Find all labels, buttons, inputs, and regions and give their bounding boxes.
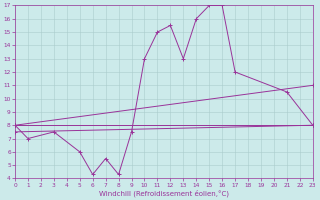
X-axis label: Windchill (Refroidissement éolien,°C): Windchill (Refroidissement éolien,°C) bbox=[99, 189, 229, 197]
